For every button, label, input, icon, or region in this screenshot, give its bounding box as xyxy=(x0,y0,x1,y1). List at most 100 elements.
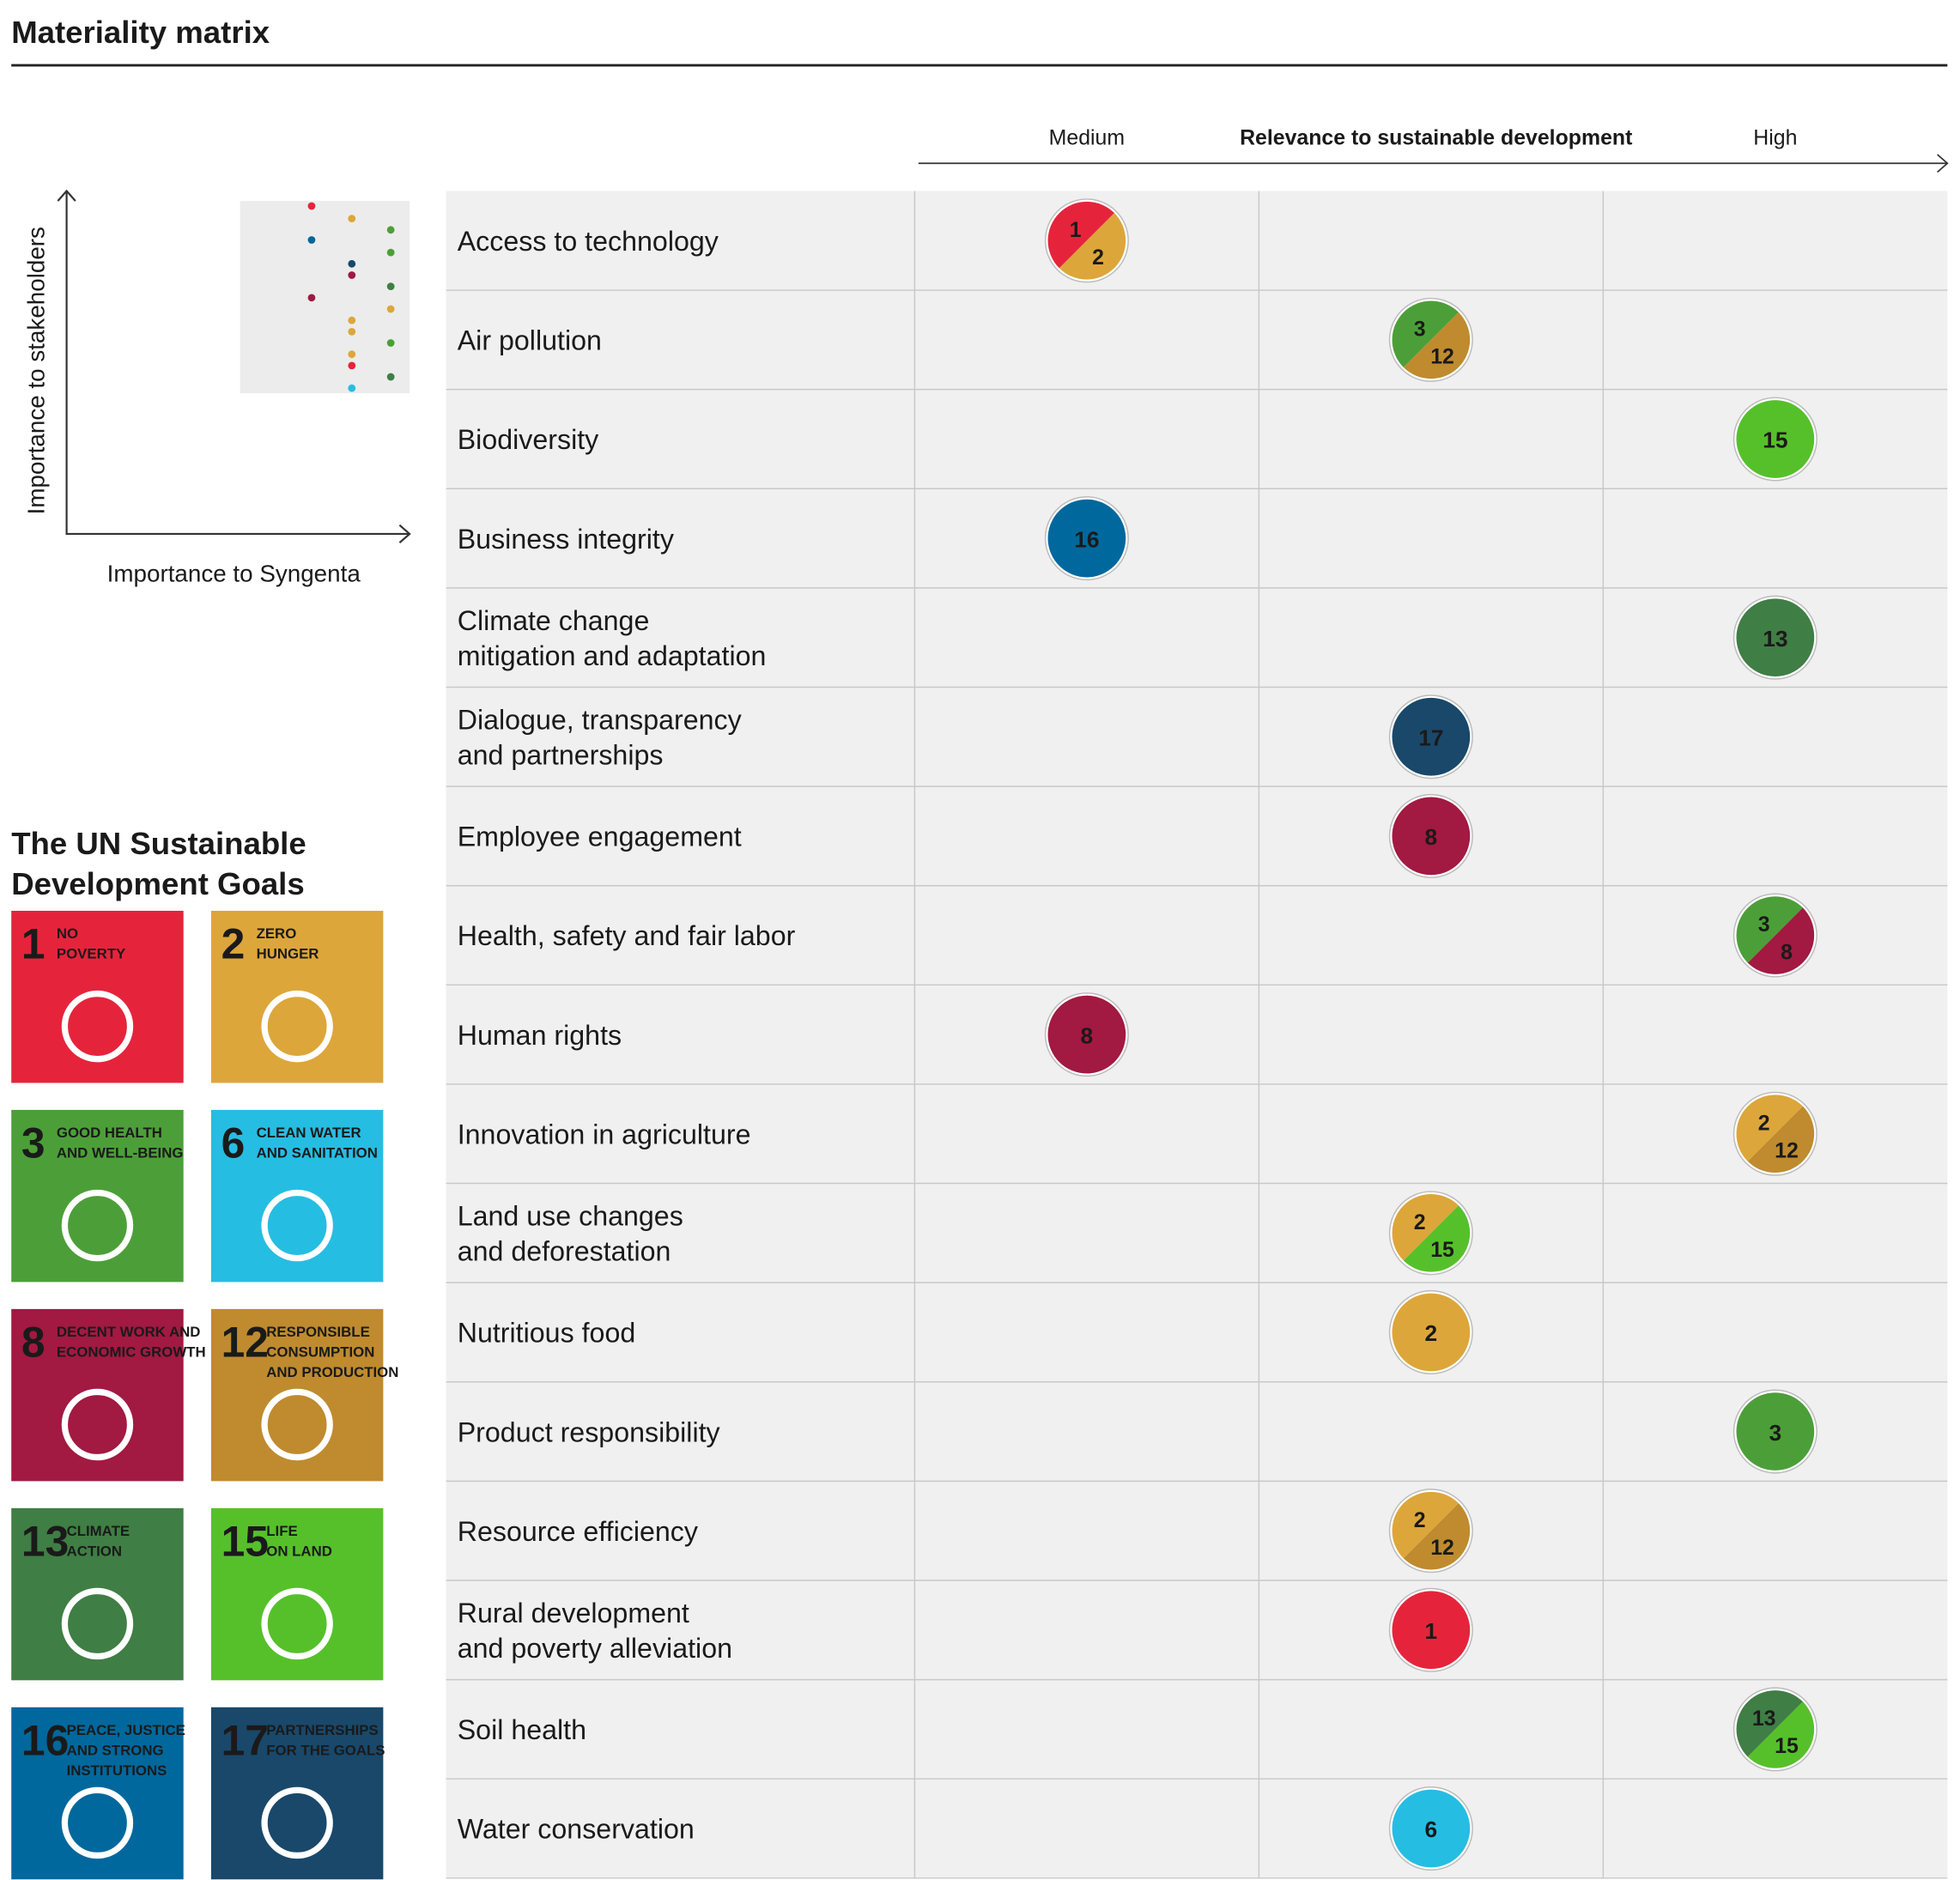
badge-half xyxy=(1392,300,1459,367)
topic-label: Employee engagement xyxy=(458,822,742,852)
sdg-number: 6 xyxy=(221,1119,246,1167)
sdg-label: ECONOMIC GROWTH xyxy=(57,1343,206,1360)
sdg-icon xyxy=(261,1189,333,1262)
sdg-label: NO xyxy=(57,925,78,942)
sdg-tile: 3 GOOD HEALTH AND WELL-BEING xyxy=(11,1109,184,1283)
sdg-label: AND WELL-BEING xyxy=(57,1145,184,1161)
sdg-label: CLIMATE xyxy=(67,1523,130,1539)
sdg-label: CONSUMPTION xyxy=(266,1343,374,1360)
column-label: Medium xyxy=(1049,125,1125,149)
goal-badge: 312 xyxy=(1388,297,1473,382)
topic-label: and poverty alleviation xyxy=(458,1633,732,1664)
badge-number: 2 xyxy=(1414,1210,1426,1234)
badge-half xyxy=(1736,1095,1803,1161)
sdg-number: 15 xyxy=(221,1517,269,1565)
badge-half xyxy=(1403,312,1471,379)
badge-half xyxy=(1736,1690,1803,1757)
badge-half xyxy=(1392,1491,1459,1559)
topic-label: Biodiversity xyxy=(458,424,599,455)
sdg-label: ZERO xyxy=(257,925,297,942)
badge-number: 2 xyxy=(1758,1111,1770,1135)
key-box xyxy=(240,201,410,394)
goal-badge: 212 xyxy=(1388,1489,1473,1574)
badge-number: 1 xyxy=(1425,1618,1438,1644)
badge-fill xyxy=(1392,697,1471,776)
sdg-tile: 8 DECENT WORK AND ECONOMIC GROWTH xyxy=(11,1308,206,1482)
sdg-label: RESPONSIBLE xyxy=(266,1324,370,1340)
sdg-label: POVERTY xyxy=(57,946,125,962)
badge-number: 8 xyxy=(1425,824,1438,850)
topic-label: Climate change xyxy=(458,605,650,636)
sdg-label: PEACE, JUSTICE xyxy=(67,1722,185,1738)
matrix-background xyxy=(446,191,1948,1878)
sdg-tile: 1 NO POVERTY xyxy=(11,910,184,1083)
badge-number: 2 xyxy=(1425,1320,1438,1346)
goal-badge: 38 xyxy=(1732,893,1817,978)
topic-label: Land use changes xyxy=(458,1201,683,1232)
goal-badge: 15 xyxy=(1732,397,1817,482)
badge-fill xyxy=(1047,499,1126,578)
sdg-number: 16 xyxy=(21,1716,69,1764)
badge-fill xyxy=(1392,797,1471,876)
sdg-icon xyxy=(261,990,333,1063)
sdg-label: AND STRONG xyxy=(67,1742,164,1758)
sdg-icon xyxy=(61,1587,134,1660)
badge-number: 15 xyxy=(1763,428,1787,453)
relevance-arrow xyxy=(1937,154,1949,173)
topic-label: Health, safety and fair labor xyxy=(458,920,796,951)
sdg-icon xyxy=(261,1388,333,1461)
badge-number: 2 xyxy=(1092,246,1104,270)
badge-number: 6 xyxy=(1425,1816,1438,1842)
badge-fill xyxy=(1392,1789,1471,1868)
sdg-icon xyxy=(61,1786,134,1859)
badge-number: 8 xyxy=(1781,940,1793,964)
goal-badge: 1 xyxy=(1388,1587,1473,1672)
badge-number: 8 xyxy=(1081,1022,1094,1048)
sdg-label: FOR THE GOALS xyxy=(266,1742,385,1758)
sdg-label: ON LAND xyxy=(266,1543,332,1559)
badge-half xyxy=(1747,1106,1815,1173)
badge-number: 13 xyxy=(1752,1707,1776,1731)
key-arrow xyxy=(57,189,76,202)
topic-label: Resource efficiency xyxy=(458,1516,699,1547)
sdg-label: GOOD HEALTH xyxy=(57,1125,162,1141)
goal-badge: 2 xyxy=(1388,1289,1473,1374)
topic-label: Innovation in agriculture xyxy=(458,1119,751,1149)
topic-label: Human rights xyxy=(458,1020,622,1051)
sdg-number: 17 xyxy=(221,1716,269,1764)
sdg-number: 1 xyxy=(21,920,46,968)
badge-number: 12 xyxy=(1430,345,1454,369)
sdg-label: HUNGER xyxy=(257,946,319,962)
sdg-icon xyxy=(61,1189,134,1262)
key-x-label: Importance to Syngenta xyxy=(107,561,361,587)
goal-badge: 3 xyxy=(1732,1389,1817,1474)
topic-label: and partnerships xyxy=(458,739,664,770)
topic-label: Rural development xyxy=(458,1598,689,1628)
key-y-label: Importance to stakeholders xyxy=(22,227,49,514)
goal-badge: 6 xyxy=(1388,1786,1473,1871)
badge-half xyxy=(1736,896,1803,963)
key-axes xyxy=(65,191,410,536)
badge-number: 3 xyxy=(1758,913,1770,937)
sdg-label: AND SANITATION xyxy=(257,1145,378,1161)
topic-label: Air pollution xyxy=(458,325,602,356)
badge-fill xyxy=(1736,1392,1815,1471)
sdg-label: LIFE xyxy=(266,1523,297,1539)
goal-badge: 13 xyxy=(1732,595,1817,680)
relevance-label: Relevance to sustainable development xyxy=(1240,125,1632,149)
sdg-number: 12 xyxy=(221,1318,269,1366)
sdg-label: ACTION xyxy=(67,1543,122,1559)
goal-badge: 8 xyxy=(1388,793,1473,878)
key-dots xyxy=(307,202,395,392)
topic-label: Water conservation xyxy=(458,1814,695,1845)
badge-number: 1 xyxy=(1070,218,1082,242)
goal-badge: 17 xyxy=(1388,694,1473,779)
badge-half xyxy=(1392,1194,1459,1261)
badge-number: 13 xyxy=(1763,626,1787,652)
sdg-label: PARTNERSHIPS xyxy=(266,1722,378,1738)
